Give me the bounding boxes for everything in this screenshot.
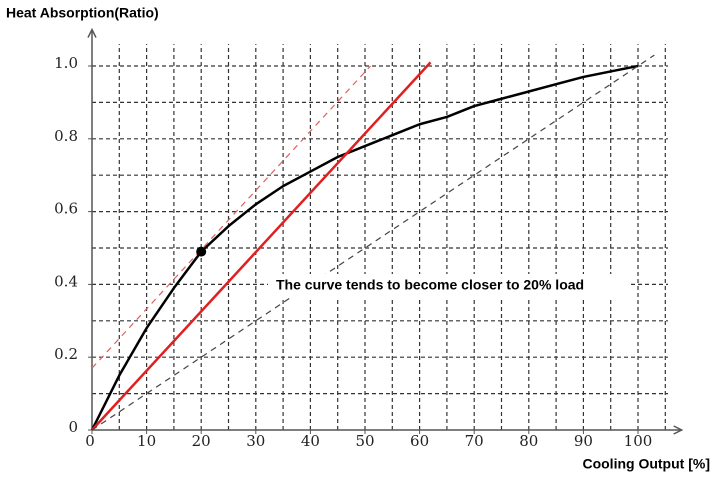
y-axis-label: Heat Absorption(Ratio) (6, 5, 159, 21)
series-line (91, 54, 655, 431)
x-tick-label: 60 (410, 432, 429, 450)
x-axis-label: Cooling Output [%] (582, 456, 710, 472)
y-tick-label: 0.8 (54, 127, 78, 145)
x-tick-label: 100 (624, 432, 653, 450)
y-axis-arrow (87, 27, 97, 38)
annotation-bg (268, 274, 628, 298)
series-line (91, 65, 371, 369)
x-tick-label: 10 (137, 432, 156, 450)
annotation: The curve tends to become closer to 20% … (276, 277, 584, 293)
x-tick-label: 80 (519, 432, 538, 450)
y-tick-label: 0 (68, 418, 78, 436)
series-line (90, 64, 639, 431)
series-line (91, 61, 432, 431)
y-tick-label: 0.6 (54, 200, 78, 218)
y-tick-label: 1.0 (54, 54, 78, 72)
x-tick-label: 50 (355, 432, 374, 450)
x-tick-label: 90 (574, 432, 593, 450)
x-tick-label: 0 (85, 432, 95, 450)
x-axis-arrow (673, 425, 684, 435)
x-tick-label: 20 (192, 432, 211, 450)
x-tick-label: 40 (301, 432, 320, 450)
marker (196, 246, 207, 257)
x-tick-label: 30 (246, 432, 265, 450)
y-tick-label: 0.2 (54, 345, 78, 363)
x-tick-label: 70 (465, 432, 484, 450)
y-tick-label: 0.4 (54, 272, 78, 290)
